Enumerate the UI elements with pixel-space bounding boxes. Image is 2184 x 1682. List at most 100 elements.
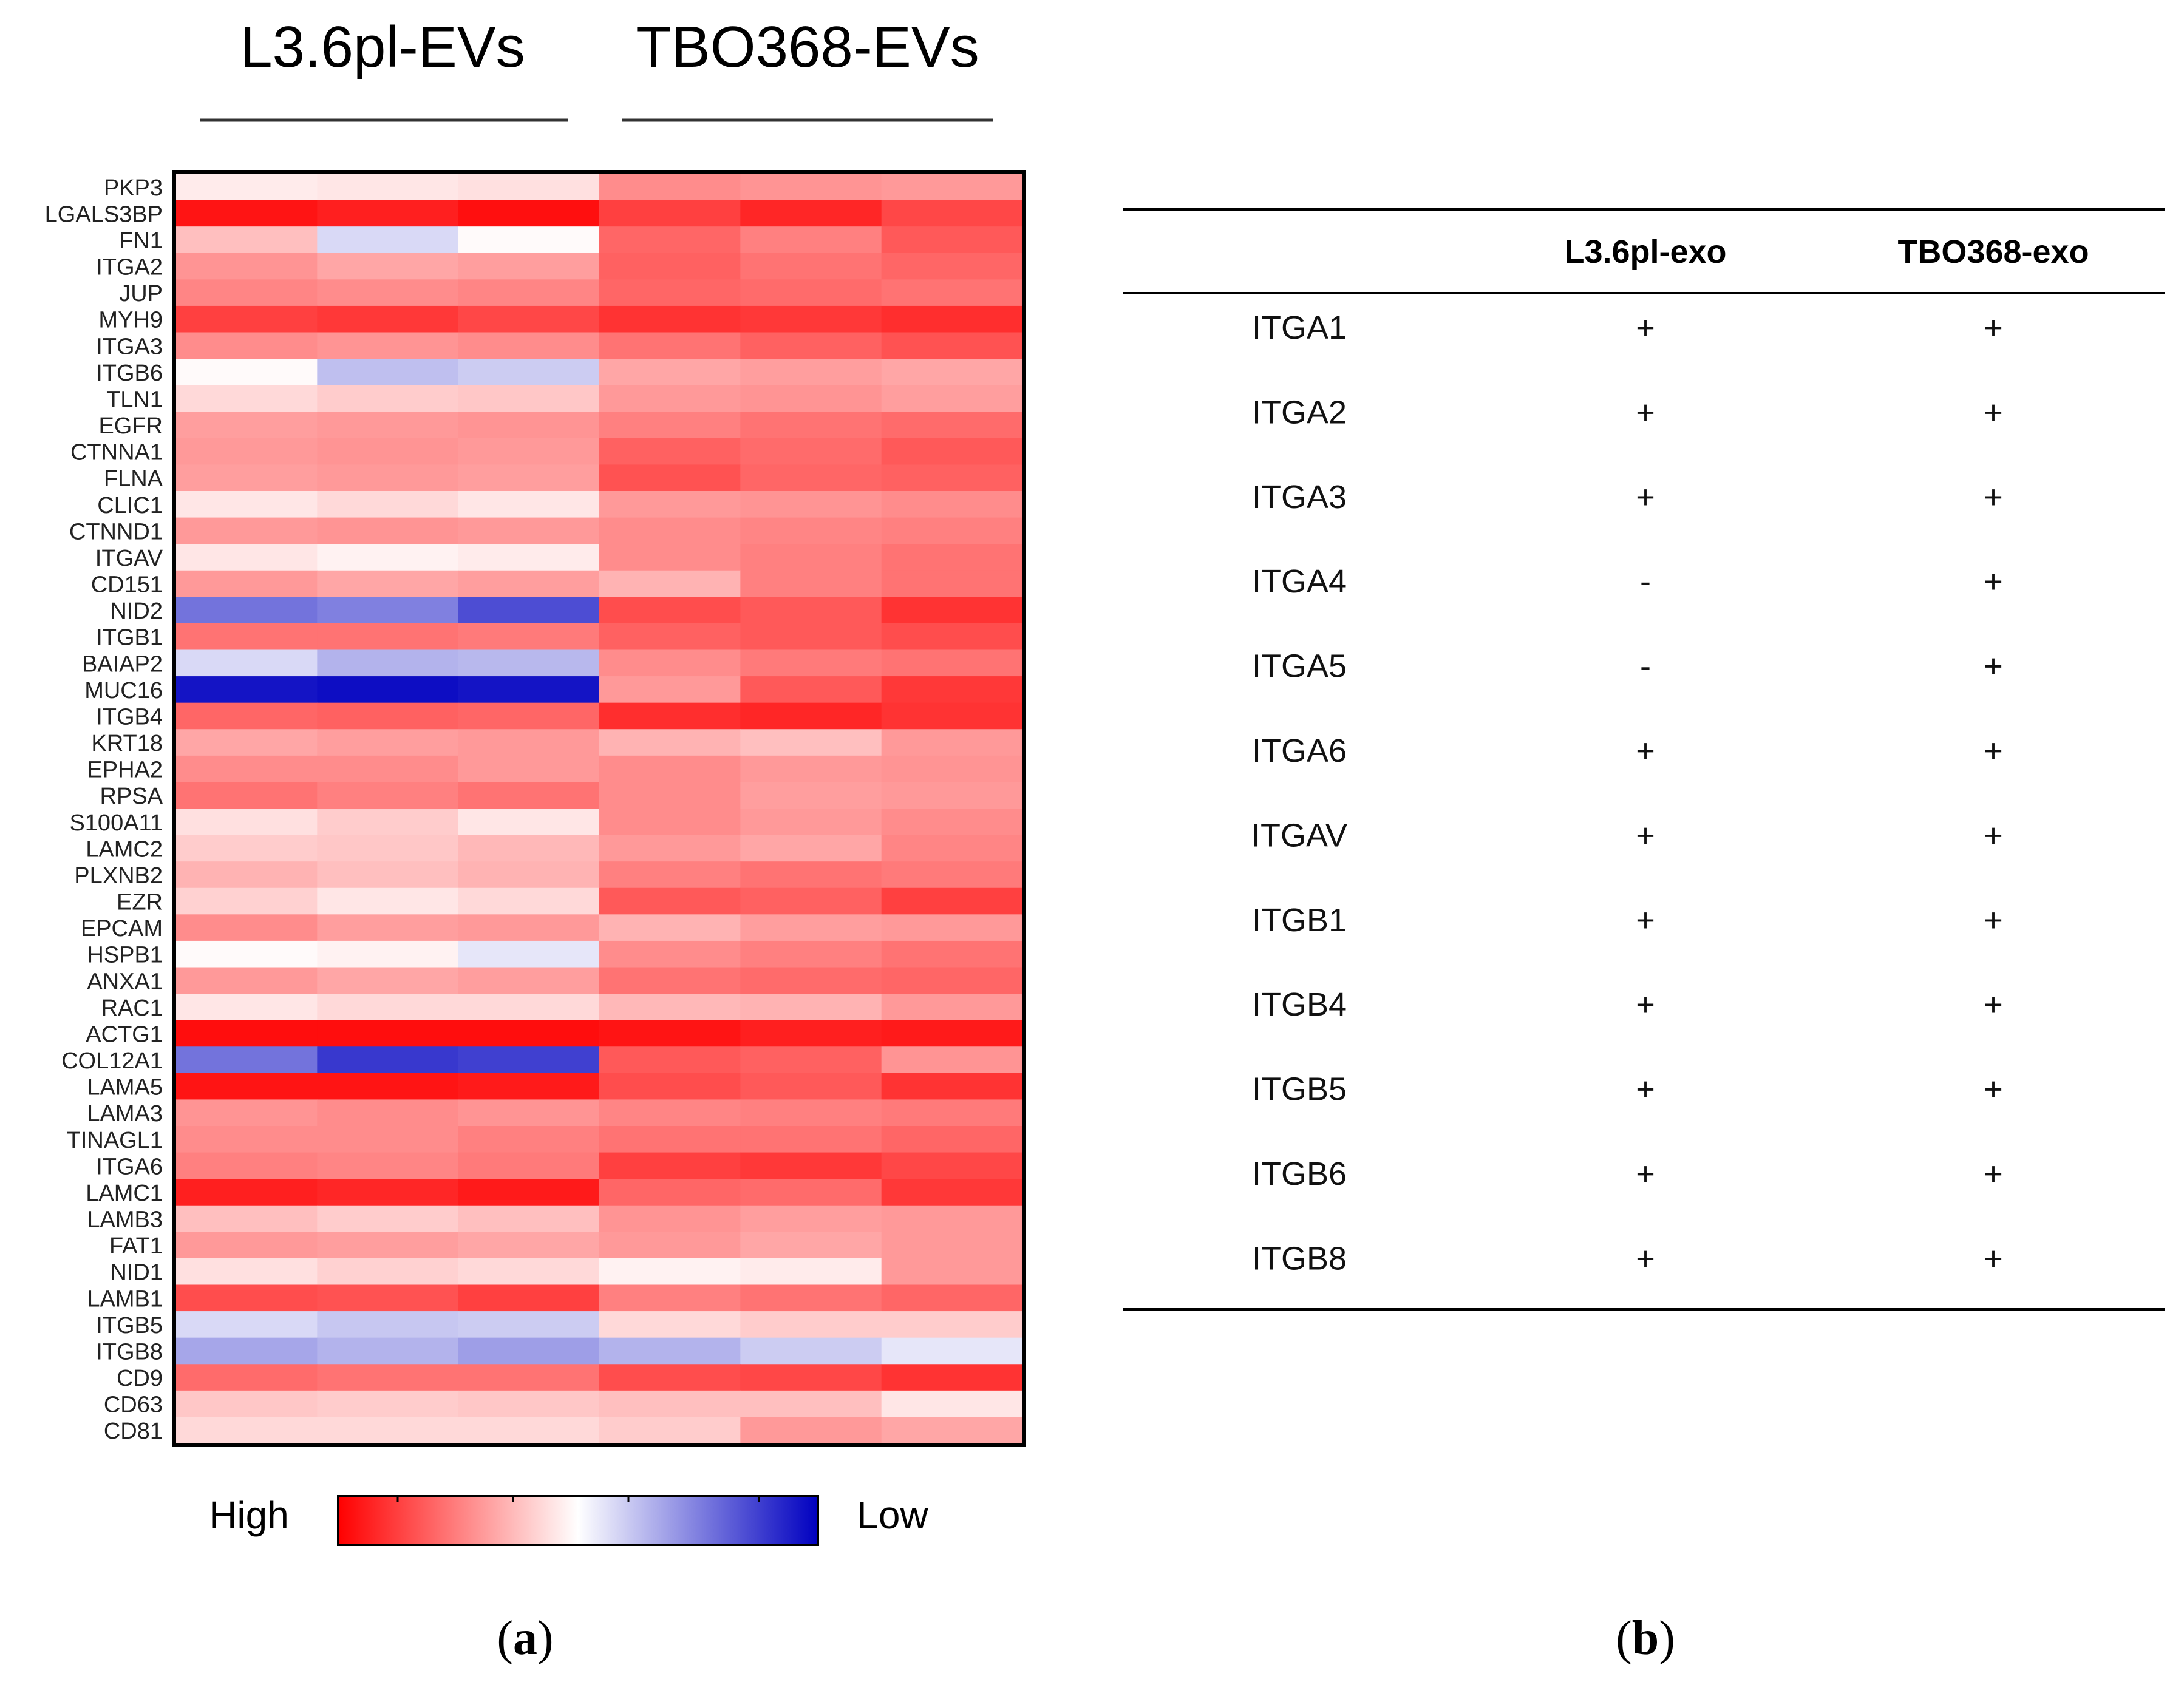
- panel-b-caption: (b): [1616, 1612, 1675, 1665]
- heatmap-cells: [176, 174, 1023, 1444]
- table-body: ITGA1 + + ITGA2 + + ITGA3 + + ITGA4 - + ITGA5 - + ITGA6…: [1251, 310, 2003, 1277]
- heatmap-cell: [458, 1126, 600, 1153]
- heatmap-cell: [881, 305, 1023, 333]
- table-row-label: ITGAV: [1251, 817, 1347, 853]
- heatmap-cell: [881, 887, 1023, 915]
- heatmap-cell: [176, 940, 318, 968]
- heatmap-cell: [599, 200, 741, 227]
- table-row-label: ITGA6: [1252, 733, 1347, 769]
- heatmap-row-label: CD9: [117, 1366, 163, 1391]
- heatmap-cell: [740, 676, 882, 704]
- heatmap-cell: [317, 1205, 459, 1232]
- heatmap-cell: [599, 994, 741, 1021]
- table-cell: +: [1984, 310, 2003, 346]
- heatmap-cell: [599, 702, 741, 730]
- heatmap-cell: [599, 755, 741, 783]
- heatmap-cell: [740, 491, 882, 518]
- heatmap-cell: [881, 1232, 1023, 1259]
- heatmap-cell: [881, 1284, 1023, 1312]
- heatmap-cell: [599, 1205, 741, 1232]
- heatmap-cell: [317, 809, 459, 836]
- heatmap-cell: [740, 438, 882, 466]
- heatmap-cell: [317, 332, 459, 359]
- heatmap-cell: [740, 809, 882, 836]
- heatmap-cell: [317, 1126, 459, 1153]
- heatmap-cell: [881, 544, 1023, 571]
- table-cell: +: [1984, 394, 2003, 430]
- table-row-label: ITGA2: [1252, 394, 1347, 430]
- heatmap-row-label: ACTG1: [86, 1022, 163, 1047]
- heatmap-cell: [599, 1179, 741, 1206]
- heatmap-cell: [317, 1099, 459, 1127]
- heatmap-cell: [740, 253, 882, 280]
- heatmap-cell: [458, 887, 600, 915]
- table-row-label: ITGB8: [1252, 1240, 1347, 1277]
- heatmap-cell: [740, 544, 882, 571]
- heatmap-cell: [317, 940, 459, 968]
- heatmap-cell: [740, 305, 882, 333]
- heatmap-cell: [881, 226, 1023, 254]
- heatmap-cell: [740, 1417, 882, 1444]
- heatmap-row-label: CTNNA1: [70, 440, 163, 466]
- heatmap-row-label: FN1: [119, 228, 163, 254]
- heatmap-cell: [599, 835, 741, 862]
- heatmap-cell: [881, 702, 1023, 730]
- heatmap-cell: [317, 570, 459, 597]
- heatmap-cell: [881, 597, 1023, 624]
- heatmap-cell: [740, 597, 882, 624]
- heatmap-cell: [317, 438, 459, 466]
- heatmap-cell: [317, 914, 459, 941]
- heatmap-cell: [881, 1258, 1023, 1286]
- heatmap-cell: [740, 1152, 882, 1179]
- table-cell: +: [1984, 1071, 2003, 1108]
- heatmap-cell: [881, 517, 1023, 544]
- table-cell: +: [1984, 902, 2003, 938]
- heatmap-cell: [317, 226, 459, 254]
- heatmap-cell: [458, 1311, 600, 1338]
- heatmap-row-label: CD63: [104, 1392, 163, 1418]
- table-row-label: ITGA3: [1252, 479, 1347, 515]
- heatmap-row-label: KRT18: [91, 731, 163, 756]
- heatmap-cell: [176, 835, 318, 862]
- heatmap-cell: [458, 782, 600, 809]
- heatmap-cell: [599, 1311, 741, 1338]
- heatmap-cell: [599, 676, 741, 704]
- heatmap-cell: [176, 1232, 318, 1259]
- heatmap-cell: [599, 861, 741, 889]
- heatmap-cell: [176, 1311, 318, 1338]
- heatmap-cell: [599, 1284, 741, 1312]
- heatmap-cell: [458, 279, 600, 307]
- heatmap-cell: [458, 755, 600, 783]
- heatmap-row-label: ITGA3: [96, 334, 163, 359]
- heatmap-cell: [881, 809, 1023, 836]
- heatmap-cell: [740, 1073, 882, 1100]
- heatmap-cell: [317, 623, 459, 651]
- heatmap-cell: [458, 967, 600, 994]
- heatmap-cell: [176, 544, 318, 571]
- heatmap-cell: [176, 253, 318, 280]
- heatmap-cell: [599, 305, 741, 333]
- heatmap-cell: [317, 1311, 459, 1338]
- heatmap-row-label: MYH9: [98, 308, 163, 333]
- heatmap-cell: [881, 385, 1023, 412]
- heatmap-cell: [881, 359, 1023, 386]
- table-cell: +: [1984, 1156, 2003, 1192]
- heatmap-cell: [176, 729, 318, 756]
- heatmap-cell: [740, 332, 882, 359]
- heatmap-cell: [317, 967, 459, 994]
- heatmap-cell: [317, 174, 459, 201]
- heatmap-cell: [317, 755, 459, 783]
- heatmap-row-labels: PKP3LGALS3BPFN1ITGA2JUPMYH9ITGA3ITGB6TLN…: [45, 175, 163, 1444]
- heatmap-cell: [599, 332, 741, 359]
- heatmap-cell: [176, 1046, 318, 1074]
- heatmap-cell: [599, 464, 741, 492]
- heatmap-cell: [881, 438, 1023, 466]
- heatmap-row-label: LAMA5: [87, 1075, 163, 1100]
- heatmap-row-label: NID2: [110, 599, 163, 624]
- heatmap-cell: [458, 1205, 600, 1232]
- heatmap-cell: [881, 914, 1023, 941]
- heatmap-cell: [599, 1046, 741, 1074]
- heatmap-cell: [176, 1126, 318, 1153]
- heatmap-cell: [740, 887, 882, 915]
